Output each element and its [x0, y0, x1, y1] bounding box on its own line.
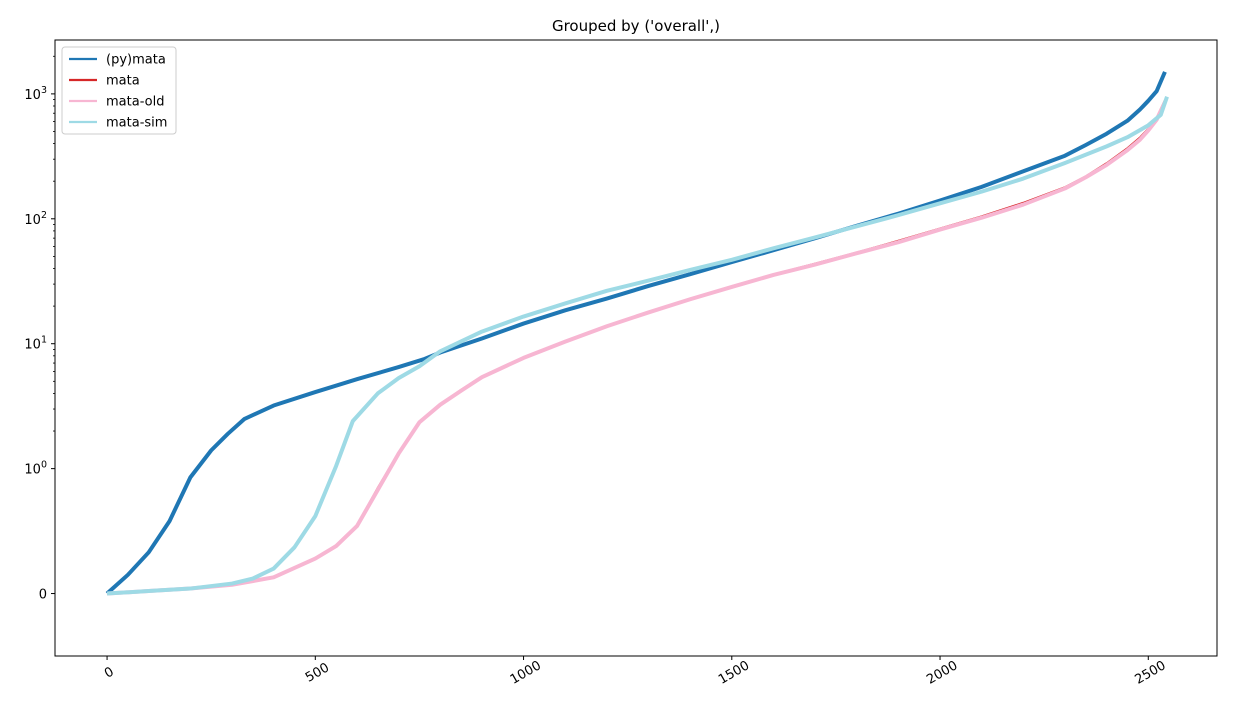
- y-tick-label: 101: [24, 335, 47, 353]
- y-tick-label: 100: [24, 460, 47, 478]
- series-line-0: [105, 71, 1167, 596]
- series-layer: [105, 71, 1169, 596]
- series-line-3: [106, 96, 1169, 596]
- legend: (py)mata mata mata-old mata-sim: [61, 46, 177, 135]
- legend-label: mata-old: [106, 95, 164, 110]
- y-tick-label: 0: [39, 588, 47, 603]
- y-tick-label: 102: [24, 210, 47, 228]
- legend-label: mata: [106, 74, 140, 89]
- legend-label: mata-sim: [106, 116, 167, 131]
- chart-title: Grouped by ('overall',): [552, 17, 720, 35]
- y-tick-label: 103: [24, 85, 47, 103]
- legend-box: [61, 46, 177, 135]
- plot-frame: [54, 39, 1218, 657]
- series-line-2: [106, 101, 1167, 596]
- legend-label: (py)mata: [106, 53, 166, 68]
